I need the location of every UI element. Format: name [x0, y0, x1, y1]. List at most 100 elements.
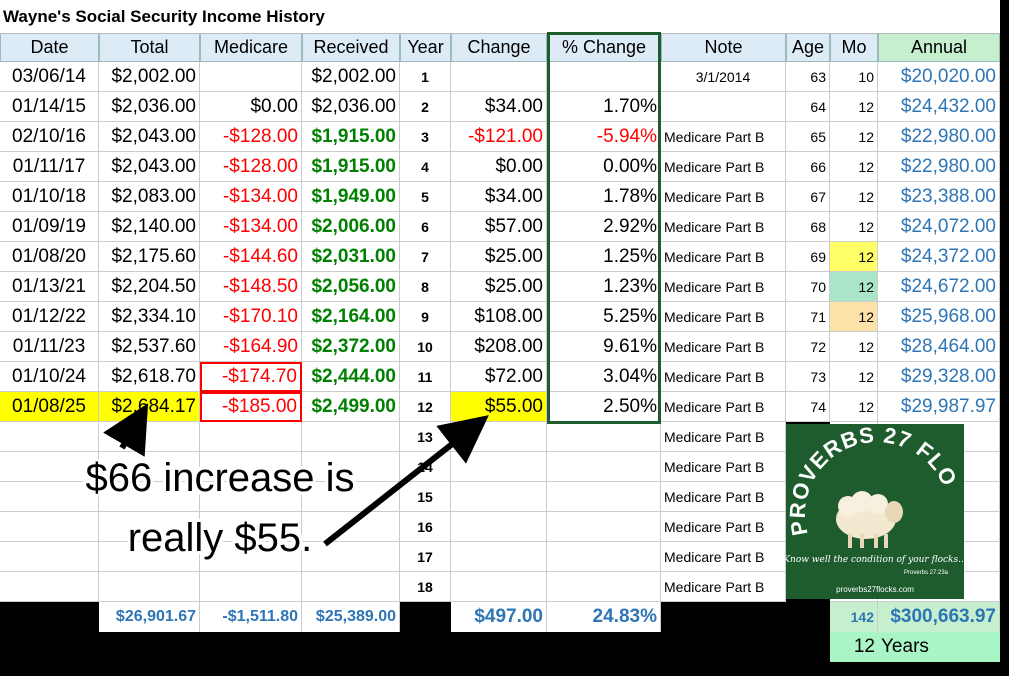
cell-date [0, 452, 99, 482]
cell-pct: 5.25% [547, 302, 661, 332]
cell-pct: 3.04% [547, 362, 661, 392]
cell-received: $2,444.00 [302, 362, 400, 392]
cell-age: 66 [786, 152, 830, 182]
arrow-to-change [323, 415, 489, 547]
cell-mo: 12 [830, 122, 878, 152]
cell-total: $2,140.00 [99, 212, 200, 242]
cell-medicare [200, 512, 302, 542]
cell-total [99, 512, 200, 542]
cell-change: $34.00 [451, 182, 547, 212]
cell-medicare [200, 482, 302, 512]
cell-medicare [200, 452, 302, 482]
cell-pct: 1.70% [547, 92, 661, 122]
cell-received: $2,164.00 [302, 302, 400, 332]
cell-age: 73 [786, 362, 830, 392]
cell-medicare: -$164.90 [200, 332, 302, 362]
cell-pct [547, 512, 661, 542]
cell-mo: 12 [830, 182, 878, 212]
cell-received: $2,372.00 [302, 332, 400, 362]
cell-received [302, 452, 400, 482]
cell-received: $2,031.00 [302, 242, 400, 272]
total-months: 142 [830, 602, 878, 632]
cell-date: 03/06/14 [0, 62, 99, 92]
cell-age: 67 [786, 182, 830, 212]
cell-annual: $20,020.00 [878, 62, 1000, 92]
cell-annual: $24,372.00 [878, 242, 1000, 272]
column-header: Year [400, 34, 451, 62]
column-header: Medicare [200, 34, 302, 62]
cell-medicare: $0.00 [200, 92, 302, 122]
cell-year: 3 [400, 122, 451, 152]
cell-year: 18 [400, 572, 451, 602]
cell-total: $2,334.10 [99, 302, 200, 332]
logo-art: PROVERBS 27 FLOCKS Know well the conditi… [778, 404, 967, 594]
cell-pct [547, 452, 661, 482]
cell-received: $2,006.00 [302, 212, 400, 242]
cell-date: 01/11/23 [0, 332, 99, 362]
cell-mo: 12 [830, 392, 878, 422]
cell-year: 5 [400, 182, 451, 212]
cell-pct [547, 62, 661, 92]
logo-ref: Proverbs 27:23a [904, 570, 949, 576]
cell-mo: 12 [830, 212, 878, 242]
total-medicare: -$1,511.80 [200, 602, 302, 632]
column-header: Mo [830, 34, 878, 62]
cell-mo: 12 [830, 152, 878, 182]
cell-date: 01/11/17 [0, 152, 99, 182]
cell-total: $2,043.00 [99, 122, 200, 152]
cell-date: 01/10/24 [0, 362, 99, 392]
column-header: Note [661, 34, 786, 62]
cell-note: Medicare Part B [661, 362, 786, 392]
cell-mo: 12 [830, 332, 878, 362]
cell-note: Medicare Part B [661, 572, 786, 602]
callout-line-2: really $55. [127, 516, 313, 560]
callout-line-1: $66 increase is [85, 456, 355, 500]
cell-change: $208.00 [451, 332, 547, 362]
column-header: Total [99, 34, 200, 62]
cell-year: 17 [400, 542, 451, 572]
cell-note: Medicare Part B [661, 212, 786, 242]
cell-medicare: -$148.50 [200, 272, 302, 302]
cell-pct: 1.25% [547, 242, 661, 272]
cell-mo: 10 [830, 62, 878, 92]
cell-total: $2,204.50 [99, 272, 200, 302]
cell-received [302, 422, 400, 452]
cell-medicare [200, 542, 302, 572]
cell-pct [547, 482, 661, 512]
cell-date [0, 542, 99, 572]
cell-age: 65 [786, 122, 830, 152]
cell-received [302, 572, 400, 602]
cell-note: 3/1/2014 [661, 62, 786, 92]
cell-note: Medicare Part B [661, 332, 786, 362]
cell-change [451, 62, 547, 92]
cell-received: $1,949.00 [302, 182, 400, 212]
cell-year: 1 [400, 62, 451, 92]
cell-date: 01/13/21 [0, 272, 99, 302]
cell-year: 15 [400, 482, 451, 512]
years-count: 12 [830, 632, 878, 662]
cell-pct [547, 572, 661, 602]
total-change: $497.00 [451, 602, 547, 632]
cell-annual: $24,432.00 [878, 92, 1000, 122]
cell-total [99, 482, 200, 512]
cell-total [99, 542, 200, 572]
callout-text: $66 increase is really $55. [60, 448, 380, 568]
cell-mo: 12 [830, 92, 878, 122]
cell-total [99, 572, 200, 602]
cell-date: 01/10/18 [0, 182, 99, 212]
cell-pct: 1.78% [547, 182, 661, 212]
logo-url: proverbs27flocks.com [836, 585, 914, 594]
cell-total: $2,083.00 [99, 182, 200, 212]
cell-date: 01/08/25 [0, 392, 99, 422]
cell-annual: $24,672.00 [878, 272, 1000, 302]
cell-year: 7 [400, 242, 451, 272]
cell-note [661, 92, 786, 122]
logo-verse: Know well the condition of your flocks..… [786, 555, 964, 565]
cell-year: 2 [400, 92, 451, 122]
cell-received: $2,499.00 [302, 392, 400, 422]
total-annual: $300,663.97 [878, 602, 1000, 632]
cell-date: 01/09/19 [0, 212, 99, 242]
cell-mo: 12 [830, 362, 878, 392]
total-total: $26,901.67 [99, 602, 200, 632]
